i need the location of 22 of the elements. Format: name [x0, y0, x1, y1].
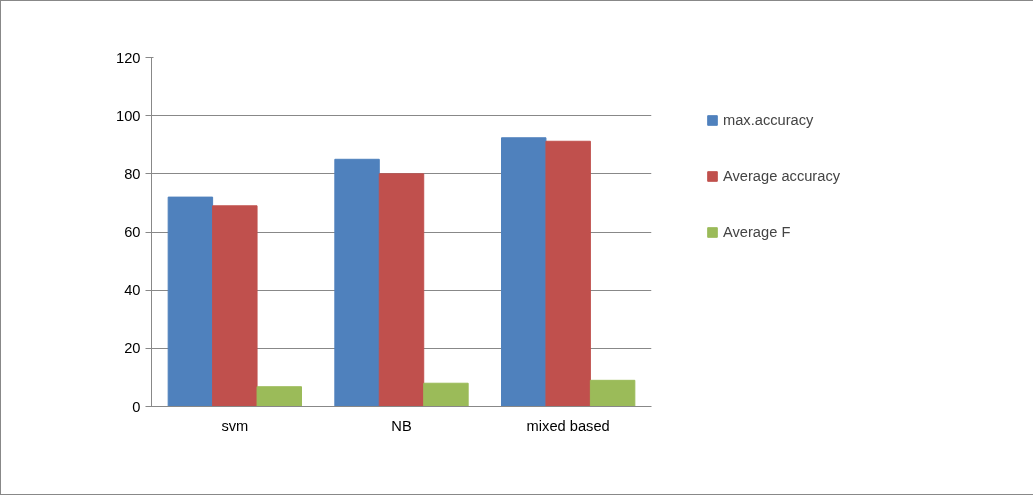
y-tick-label: 0 [132, 398, 141, 415]
x-tick-label: NB [391, 417, 412, 434]
bar [334, 158, 380, 407]
y-tick-label: 120 [116, 49, 141, 66]
bar [256, 386, 302, 407]
bar [423, 382, 469, 407]
y-tick-label: 60 [124, 224, 141, 240]
x-tick-label: mixed based [526, 417, 610, 434]
y-tick-label: 80 [124, 165, 141, 182]
bar [545, 140, 591, 407]
legend-label: max.accuracy [723, 112, 814, 128]
bar [378, 173, 425, 407]
x-tick-label: svm [221, 417, 249, 434]
y-tick-label: 40 [124, 282, 141, 299]
bar [167, 196, 214, 407]
y-tick-label: 100 [116, 107, 141, 124]
legend-label: Average accuracy [723, 168, 841, 184]
bar [589, 379, 636, 407]
bar [501, 137, 547, 407]
bar [212, 205, 258, 407]
y-tick-label: 20 [124, 340, 141, 357]
legend-label: Average F [723, 224, 791, 240]
